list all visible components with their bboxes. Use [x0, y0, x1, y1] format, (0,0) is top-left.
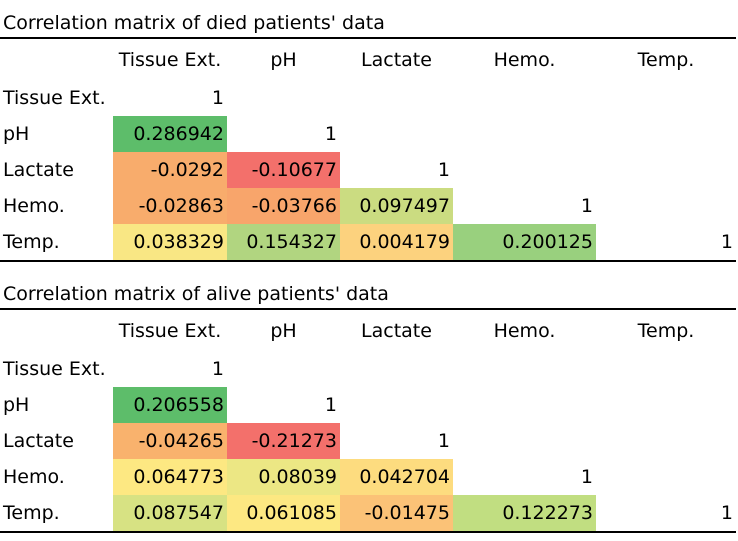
correlation-cell[interactable]: 0.097497: [340, 188, 453, 224]
table-bottom-rule: [0, 260, 736, 262]
correlation-cell[interactable]: 1: [211, 87, 224, 109]
row-label[interactable]: pH: [3, 394, 30, 416]
table-top-rule: [0, 308, 736, 310]
row-label[interactable]: Temp.: [3, 231, 60, 253]
correlation-cell[interactable]: 0.004179: [340, 224, 453, 260]
row-label[interactable]: Tissue Ext.: [3, 87, 106, 109]
column-header[interactable]: pH: [270, 49, 297, 71]
correlation-cell[interactable]: -0.04265: [113, 423, 227, 459]
correlation-cell[interactable]: 0.042704: [340, 459, 453, 495]
correlation-cell[interactable]: 1: [720, 502, 733, 524]
correlation-cell[interactable]: -0.0292: [113, 152, 227, 188]
correlation-cell[interactable]: 0.087547: [113, 495, 227, 531]
correlation-cell[interactable]: 1: [324, 123, 337, 145]
row-label[interactable]: Hemo.: [3, 466, 65, 488]
row-label[interactable]: Lactate: [3, 430, 74, 452]
column-header[interactable]: Hemo.: [493, 320, 556, 342]
correlation-cell[interactable]: -0.01475: [340, 495, 453, 531]
correlation-cell[interactable]: 0.200125: [453, 224, 596, 260]
correlation-cell[interactable]: 0.061085: [227, 495, 340, 531]
column-header[interactable]: Temp.: [637, 49, 695, 71]
correlation-cell[interactable]: 0.286942: [113, 116, 227, 152]
correlation-table: Correlation matrix of alive patients' da…: [0, 281, 738, 536]
correlation-cell[interactable]: 0.08039: [227, 459, 340, 495]
correlation-cell[interactable]: 1: [324, 394, 337, 416]
correlation-cell[interactable]: 0.154327: [227, 224, 340, 260]
row-label[interactable]: Hemo.: [3, 195, 65, 217]
table-top-rule: [0, 37, 736, 39]
correlation-table: Correlation matrix of died patients' dat…: [0, 10, 738, 265]
row-label[interactable]: Lactate: [3, 159, 74, 181]
correlation-cell[interactable]: 1: [437, 430, 450, 452]
correlation-cell[interactable]: 0.038329: [113, 224, 227, 260]
column-header[interactable]: Lactate: [361, 320, 432, 342]
column-header[interactable]: Hemo.: [493, 49, 556, 71]
column-header[interactable]: pH: [270, 320, 297, 342]
table-title: Correlation matrix of alive patients' da…: [3, 283, 389, 305]
correlation-cell[interactable]: 1: [211, 358, 224, 380]
correlation-cell[interactable]: 1: [437, 159, 450, 181]
correlation-cell[interactable]: 0.122273: [453, 495, 596, 531]
correlation-cell[interactable]: 1: [580, 466, 593, 488]
row-label[interactable]: Tissue Ext.: [3, 358, 106, 380]
correlation-cell[interactable]: -0.21273: [227, 423, 340, 459]
correlation-cell[interactable]: 0.206558: [113, 387, 227, 423]
column-header[interactable]: Tissue Ext.: [118, 320, 222, 342]
correlation-cell[interactable]: -0.02863: [113, 188, 227, 224]
column-header[interactable]: Lactate: [361, 49, 432, 71]
table-bottom-rule: [0, 531, 736, 533]
correlation-cell[interactable]: -0.03766: [227, 188, 340, 224]
row-label[interactable]: pH: [3, 123, 30, 145]
correlation-cell[interactable]: -0.10677: [227, 152, 340, 188]
column-header[interactable]: Tissue Ext.: [118, 49, 222, 71]
correlation-cell[interactable]: 1: [580, 195, 593, 217]
correlation-cell[interactable]: 0.064773: [113, 459, 227, 495]
row-label[interactable]: Temp.: [3, 502, 60, 524]
correlation-cell[interactable]: 1: [720, 231, 733, 253]
column-header[interactable]: Temp.: [637, 320, 695, 342]
table-title: Correlation matrix of died patients' dat…: [3, 12, 385, 34]
